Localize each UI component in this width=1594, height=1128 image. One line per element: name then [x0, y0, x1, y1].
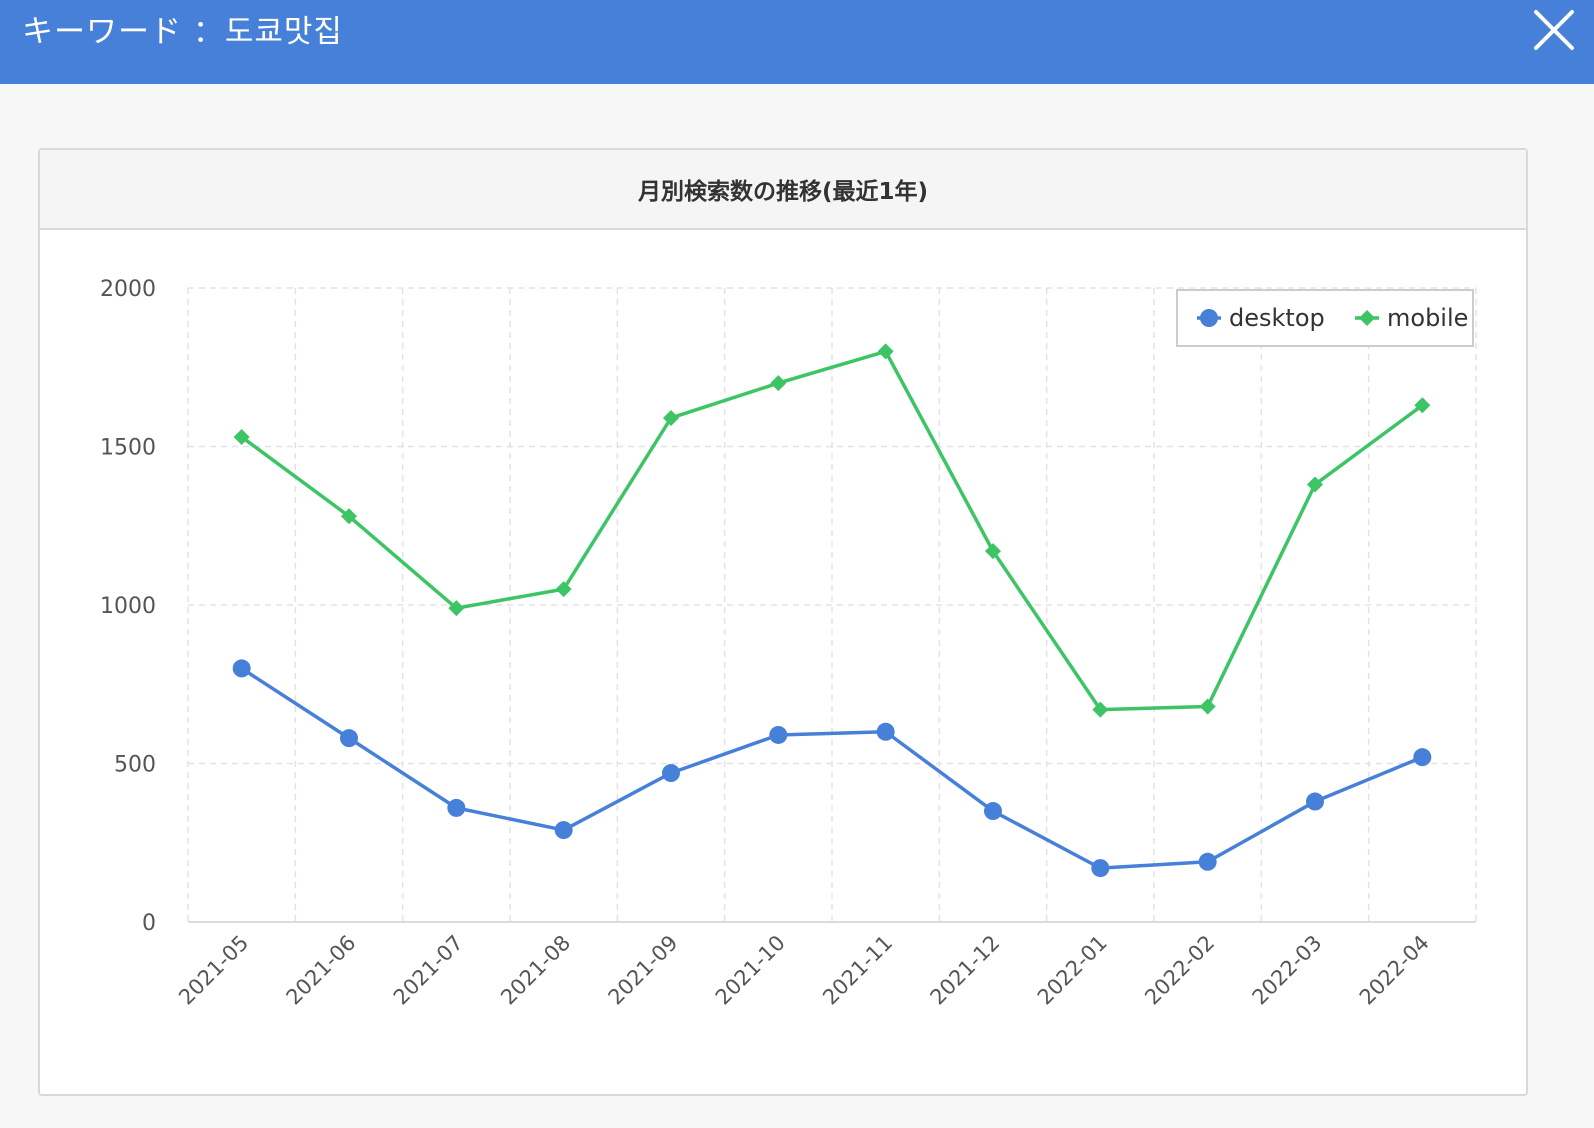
header-bar: キーワード ：도쿄맛집	[0, 0, 1594, 84]
close-icon	[1534, 10, 1574, 50]
mobile-point	[877, 343, 894, 360]
x-tick-label: 2022-03	[1248, 931, 1327, 1010]
y-tick-label: 1500	[100, 436, 156, 461]
desktop-point	[1198, 852, 1217, 871]
mobile-legend-label: mobile	[1387, 304, 1468, 332]
x-tick-label: 2021-06	[282, 931, 361, 1010]
close-button[interactable]	[1532, 8, 1576, 52]
keyword-title: キーワード ：도쿄맛집	[22, 14, 343, 50]
mobile-line	[240, 349, 1424, 712]
y-tick-label: 2000	[100, 277, 156, 302]
mobile-point	[770, 375, 787, 392]
x-tick-label: 2022-02	[1140, 931, 1219, 1010]
y-tick-label: 0	[142, 911, 156, 936]
x-tick-label: 2021-05	[174, 931, 253, 1010]
x-tick-label: 2022-04	[1355, 931, 1434, 1010]
x-tick-label: 2021-07	[389, 931, 468, 1010]
mobile-point	[1307, 476, 1323, 493]
desktop-point	[876, 722, 895, 741]
mobile-point	[555, 581, 572, 598]
desktop-point	[662, 764, 680, 783]
desktop-point	[554, 821, 573, 840]
x-tick-label: 2021-08	[496, 931, 575, 1010]
mobile-point	[985, 543, 1001, 560]
desktop-point	[232, 659, 251, 678]
mobile-legend-marker	[1359, 310, 1375, 326]
mobile-point	[663, 409, 679, 426]
y-tick-label: 500	[114, 753, 156, 778]
chart-title: 月別検索数の推移(最近1年)	[637, 179, 929, 205]
desktop-line	[240, 666, 1424, 870]
y-tick-label: 1000	[100, 594, 156, 619]
desktop-point	[340, 729, 358, 748]
desktop-legend-marker	[1200, 309, 1218, 327]
mobile-point	[341, 508, 357, 525]
desktop-point	[1306, 792, 1324, 811]
mobile-point	[1092, 701, 1109, 718]
x-tick-label: 2022-01	[1033, 931, 1112, 1010]
desktop-legend-label: desktop	[1229, 304, 1325, 332]
desktop-point	[447, 798, 466, 817]
x-tick-label: 2021-09	[604, 931, 683, 1010]
mobile-point	[233, 428, 250, 445]
desktop-point	[1091, 859, 1110, 878]
panel-header: 月別検索数の推移(最近1年)	[40, 150, 1526, 230]
desktop-point	[769, 725, 788, 744]
mobile-point	[448, 600, 465, 617]
x-tick-label: 2021-11	[818, 931, 897, 1010]
mobile-point	[1414, 397, 1431, 414]
legend-box	[1176, 289, 1474, 347]
desktop-point	[984, 802, 1002, 821]
x-tick-label: 2021-12	[926, 931, 1005, 1010]
desktop-point	[1413, 748, 1432, 767]
x-tick-label: 2021-10	[711, 931, 790, 1010]
mobile-point	[1199, 698, 1216, 715]
